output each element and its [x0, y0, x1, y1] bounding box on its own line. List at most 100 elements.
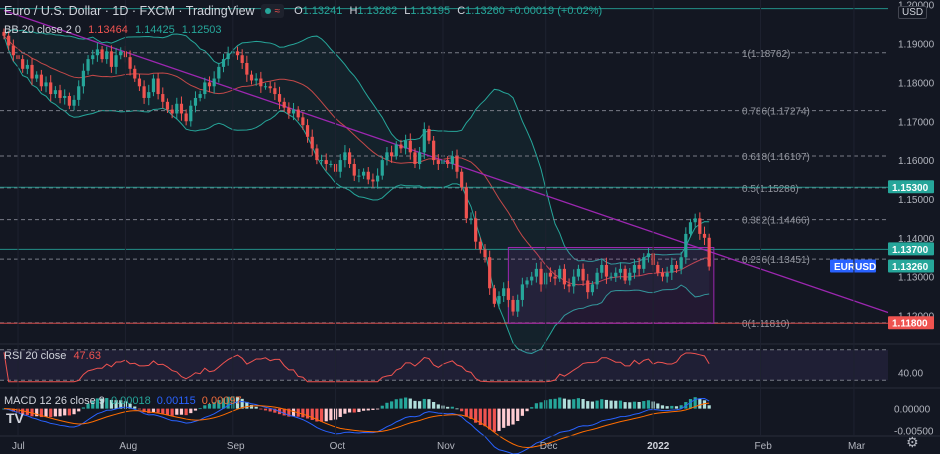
macd-histogram-bar	[604, 399, 609, 409]
candle-body	[301, 117, 305, 126]
candle-body	[418, 152, 422, 164]
macd-histogram-bar	[520, 408, 524, 416]
candle-body	[226, 53, 230, 60]
bb-legend[interactable]: BB 20 close 2 0 1.13464 1.14425 1.12503	[4, 24, 222, 36]
macd-histogram-bar	[656, 403, 660, 409]
candle-body	[693, 218, 697, 223]
candle-body	[53, 90, 57, 95]
macd-histogram-bar	[609, 400, 613, 409]
macd-histogram-bar	[530, 407, 534, 409]
rsi-band	[0, 349, 888, 381]
macd-tick-label: 0.00000	[894, 405, 931, 416]
candle-body	[39, 74, 43, 87]
candle-body	[450, 156, 454, 164]
macd-histogram-bar	[240, 398, 244, 409]
candle-body	[81, 70, 85, 87]
symbol-title[interactable]: Euro / U.S. Dollar · 1D · FXCM · Trading…	[4, 4, 255, 18]
candle-body	[249, 74, 254, 81]
rsi-value: 47.63	[73, 350, 101, 362]
fib-level-label: 0(1.11810)	[742, 319, 790, 330]
candle-body	[119, 51, 123, 56]
candle-body	[343, 152, 347, 161]
candle-body	[58, 90, 62, 98]
macd-histogram-bar	[226, 396, 230, 409]
macd-histogram-bar	[707, 405, 711, 409]
candle-body	[628, 272, 632, 281]
bb-basis-value: 1.13464	[88, 24, 128, 36]
macd-histogram-bar	[212, 402, 216, 409]
candle-body	[305, 125, 310, 137]
macd-histogram-bar	[324, 408, 328, 422]
macd-histogram-bar	[109, 399, 114, 409]
candle-body	[49, 82, 53, 95]
candle-body	[534, 268, 538, 277]
fib-level-label: 0.786(1.17274)	[742, 107, 810, 118]
macd-histogram-bar	[562, 398, 566, 409]
macd-histogram-bar	[151, 408, 156, 412]
macd-histogram-bar	[698, 398, 702, 409]
candle-body	[268, 86, 272, 89]
macd-histogram-bar	[642, 401, 646, 409]
candle-body	[590, 284, 595, 293]
candle-body	[30, 64, 34, 79]
compare-icon[interactable]: ≈	[274, 5, 281, 17]
macd-histogram-bar	[455, 408, 459, 410]
candle-body	[357, 175, 361, 177]
candle-body	[235, 51, 240, 56]
price-tag	[888, 242, 934, 256]
macd-legend[interactable]: MACD 12 26 close 9 0.00018 0.00115 0.000…	[4, 395, 242, 407]
macd-histogram-bar	[133, 406, 137, 409]
candle-body	[179, 103, 184, 114]
candle-body	[72, 99, 76, 106]
candle-body	[338, 160, 342, 172]
candle-body	[516, 299, 520, 312]
macd-histogram-bar	[394, 399, 398, 409]
candle-body	[674, 264, 679, 269]
currency-button[interactable]: USD	[898, 6, 928, 19]
candle-body	[422, 129, 426, 153]
candle-body	[478, 241, 482, 250]
candle-body	[688, 222, 693, 234]
candle-body	[114, 55, 118, 67]
y-tick-label: 1.19000	[898, 40, 935, 51]
macd-histogram-bar	[380, 405, 384, 409]
candle-body	[291, 109, 296, 114]
rsi-label: RSI 20 close	[4, 350, 67, 362]
macd-histogram-bar	[86, 403, 90, 409]
candle-body	[656, 264, 660, 273]
macd-histogram-bar	[291, 408, 296, 417]
rsi-legend[interactable]: RSI 20 close 47.63	[4, 350, 101, 362]
status-controls[interactable]: ≈	[260, 4, 285, 18]
macd-histogram-bar	[165, 408, 170, 416]
candle-body	[558, 268, 562, 279]
candle-body	[67, 96, 71, 106]
macd-line	[3, 397, 710, 454]
candle-body	[404, 140, 408, 149]
macd-histogram-bar	[460, 408, 464, 412]
macd-histogram-bar	[525, 408, 529, 412]
macd-histogram-bar	[301, 408, 305, 418]
macd-histogram-bar	[263, 408, 268, 411]
candle-body	[698, 218, 702, 234]
macd-histogram-bar	[315, 408, 319, 422]
candle-body	[156, 78, 160, 95]
candle-body	[296, 109, 300, 118]
macd-histogram-bar	[404, 397, 408, 409]
candle-body	[460, 171, 464, 188]
macd-histogram-bar	[422, 398, 426, 409]
macd-tick-label: -0.00500	[894, 427, 934, 438]
price-tag-label: 1.15300	[892, 183, 929, 194]
candle-body	[287, 107, 291, 114]
gear-icon[interactable]: ⚙	[906, 434, 919, 450]
candle-body	[161, 94, 165, 102]
macd-histogram-bar	[581, 399, 585, 409]
macd-histogram-bar	[49, 408, 53, 418]
macd-histogram-bar	[35, 408, 39, 417]
macd-histogram-bar	[217, 400, 221, 409]
candle-body	[310, 136, 314, 149]
macd-histogram-bar	[670, 405, 674, 409]
macd-histogram-bar	[572, 399, 576, 409]
candle-body	[385, 152, 389, 161]
fib-level-label: 1(1.18762)	[742, 49, 790, 60]
